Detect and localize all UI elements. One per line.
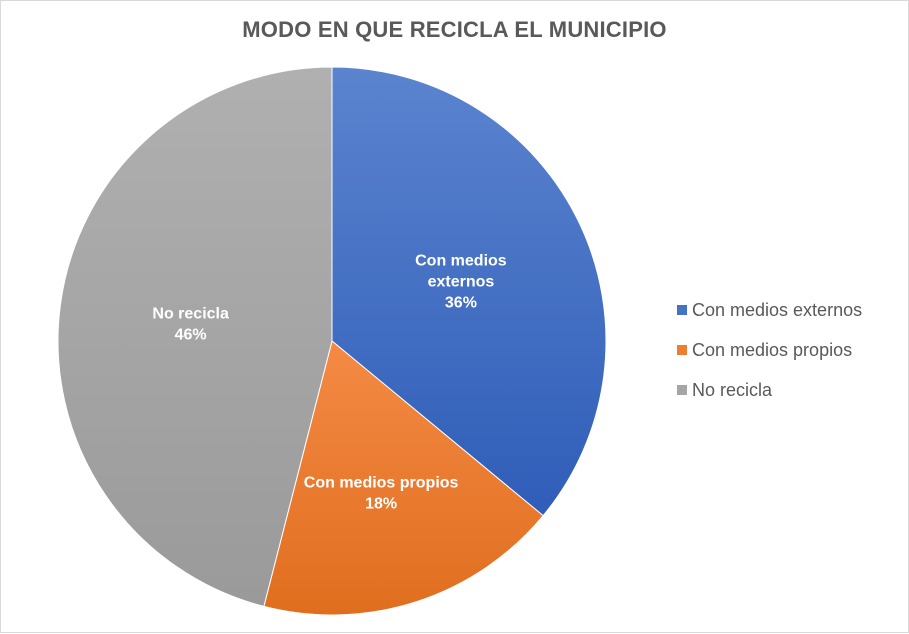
label-con-medios-propios: Con medios propios 18% (304, 475, 459, 513)
legend-item: Con medios externos (677, 290, 862, 330)
legend-label: Con medios externos (692, 299, 863, 320)
slice-con-medios-propios (263, 340, 544, 616)
legend-swatch-externos (677, 305, 687, 315)
legend: Con medios externos Con medios propios N… (677, 290, 862, 410)
slice-con-medios-externos (331, 66, 607, 517)
legend-swatch-no-recicla (677, 385, 687, 395)
legend-swatch-propios (677, 345, 687, 355)
legend-item: Con medios propios (677, 330, 862, 370)
slice-no-recicla (57, 66, 333, 608)
label-con-medios-externos: Con medios externos 36% (415, 252, 507, 311)
chart-title: MODO EN QUE RECICLA EL MUNICIPIO (242, 17, 667, 42)
legend-item: No recicla (677, 370, 862, 410)
legend-label: No recicla (692, 379, 773, 400)
label-no-recicla: No recicla 46% (152, 306, 229, 344)
legend-label: Con medios propios (692, 339, 853, 360)
